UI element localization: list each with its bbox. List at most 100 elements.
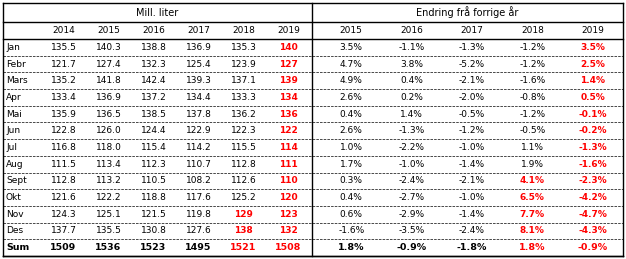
Text: 0.4%: 0.4% (340, 110, 362, 119)
Text: 2019: 2019 (277, 26, 300, 35)
Text: 0.4%: 0.4% (400, 76, 423, 85)
Text: 122.9: 122.9 (186, 126, 212, 135)
Text: -2.2%: -2.2% (399, 143, 424, 152)
Text: 134.4: 134.4 (186, 93, 212, 102)
Text: -1.3%: -1.3% (578, 143, 607, 152)
Text: 132: 132 (279, 226, 298, 235)
Text: 2016: 2016 (142, 26, 165, 35)
Text: 138.5: 138.5 (141, 110, 167, 119)
Text: -2.1%: -2.1% (459, 176, 485, 185)
Text: -1.8%: -1.8% (457, 243, 487, 252)
Text: -2.9%: -2.9% (399, 210, 424, 219)
Text: 119.8: 119.8 (185, 210, 212, 219)
Text: Jun: Jun (6, 126, 20, 135)
Text: 138.8: 138.8 (141, 43, 167, 52)
Text: 141.8: 141.8 (96, 76, 121, 85)
Text: 4.9%: 4.9% (340, 76, 362, 85)
Text: 139: 139 (279, 76, 298, 85)
Text: 0.4%: 0.4% (340, 193, 362, 202)
Text: 124.4: 124.4 (141, 126, 167, 135)
Text: 140: 140 (279, 43, 298, 52)
Text: 1.9%: 1.9% (521, 160, 544, 169)
Text: 2018: 2018 (521, 26, 544, 35)
Text: Aug: Aug (6, 160, 24, 169)
Text: 110: 110 (279, 176, 298, 185)
Text: -1.1%: -1.1% (399, 43, 424, 52)
Text: 2017: 2017 (461, 26, 483, 35)
Text: 124.3: 124.3 (51, 210, 76, 219)
Text: -1.2%: -1.2% (520, 110, 545, 119)
Text: 115.4: 115.4 (141, 143, 167, 152)
Text: -0.5%: -0.5% (459, 110, 485, 119)
Text: 134: 134 (279, 93, 298, 102)
Text: -0.5%: -0.5% (520, 126, 545, 135)
Text: -1.6%: -1.6% (338, 226, 364, 235)
Text: 139.3: 139.3 (185, 76, 212, 85)
Text: 1508: 1508 (275, 243, 302, 252)
Text: 130.8: 130.8 (141, 226, 167, 235)
Text: 125.1: 125.1 (96, 210, 121, 219)
Text: 125.4: 125.4 (186, 60, 212, 69)
Text: 112.3: 112.3 (141, 160, 167, 169)
Text: Sum: Sum (6, 243, 29, 252)
Text: Jul: Jul (6, 143, 17, 152)
Text: 1536: 1536 (95, 243, 121, 252)
Text: 118.8: 118.8 (141, 193, 167, 202)
Text: 1.4%: 1.4% (400, 110, 423, 119)
Text: 136.9: 136.9 (96, 93, 121, 102)
Text: 136.2: 136.2 (230, 110, 257, 119)
Text: 140.3: 140.3 (96, 43, 121, 52)
Text: 114.2: 114.2 (186, 143, 212, 152)
Text: 3.8%: 3.8% (400, 60, 423, 69)
Text: 2.6%: 2.6% (340, 93, 362, 102)
Text: -1.2%: -1.2% (520, 60, 545, 69)
Text: -1.6%: -1.6% (520, 76, 545, 85)
Text: 136: 136 (279, 110, 298, 119)
Text: 6.5%: 6.5% (520, 193, 545, 202)
Text: 129: 129 (234, 210, 253, 219)
Text: 7.7%: 7.7% (520, 210, 545, 219)
Text: 133.3: 133.3 (230, 93, 257, 102)
Text: Sept: Sept (6, 176, 27, 185)
Text: Jan: Jan (6, 43, 20, 52)
Text: -4.2%: -4.2% (578, 193, 607, 202)
Text: 135.2: 135.2 (51, 76, 76, 85)
Text: -0.8%: -0.8% (520, 93, 545, 102)
Text: 126.0: 126.0 (96, 126, 121, 135)
Text: -2.3%: -2.3% (578, 176, 607, 185)
Text: 0.5%: 0.5% (580, 93, 605, 102)
Text: 1.8%: 1.8% (519, 243, 546, 252)
Text: Mars: Mars (6, 76, 28, 85)
Text: Febr: Febr (6, 60, 26, 69)
Text: 2.6%: 2.6% (340, 126, 362, 135)
Text: 121.5: 121.5 (141, 210, 167, 219)
Text: 138: 138 (234, 226, 253, 235)
Text: 1523: 1523 (140, 243, 167, 252)
Text: 111.5: 111.5 (51, 160, 76, 169)
Text: 123.9: 123.9 (230, 60, 257, 69)
Text: -0.1%: -0.1% (578, 110, 607, 119)
Text: 2016: 2016 (400, 26, 423, 35)
Text: 142.4: 142.4 (141, 76, 167, 85)
Text: 137.1: 137.1 (230, 76, 257, 85)
Text: 114: 114 (279, 143, 298, 152)
Text: 122: 122 (279, 126, 298, 135)
Text: 127.6: 127.6 (186, 226, 212, 235)
Text: 118.0: 118.0 (96, 143, 121, 152)
Text: 1521: 1521 (230, 243, 257, 252)
Text: -1.0%: -1.0% (459, 193, 485, 202)
Text: 8.1%: 8.1% (520, 226, 545, 235)
Text: Endring frå forrige år: Endring frå forrige år (416, 6, 518, 18)
Text: -3.5%: -3.5% (399, 226, 424, 235)
Text: 4.1%: 4.1% (520, 176, 545, 185)
Text: 136.9: 136.9 (185, 43, 212, 52)
Text: 136.5: 136.5 (96, 110, 121, 119)
Text: 137.8: 137.8 (185, 110, 212, 119)
Text: 122.3: 122.3 (231, 126, 256, 135)
Text: -1.4%: -1.4% (459, 160, 485, 169)
Text: Nov: Nov (6, 210, 24, 219)
Text: 2014: 2014 (52, 26, 75, 35)
Text: 127.4: 127.4 (96, 60, 121, 69)
Text: 1.1%: 1.1% (521, 143, 544, 152)
Text: 125.2: 125.2 (231, 193, 256, 202)
